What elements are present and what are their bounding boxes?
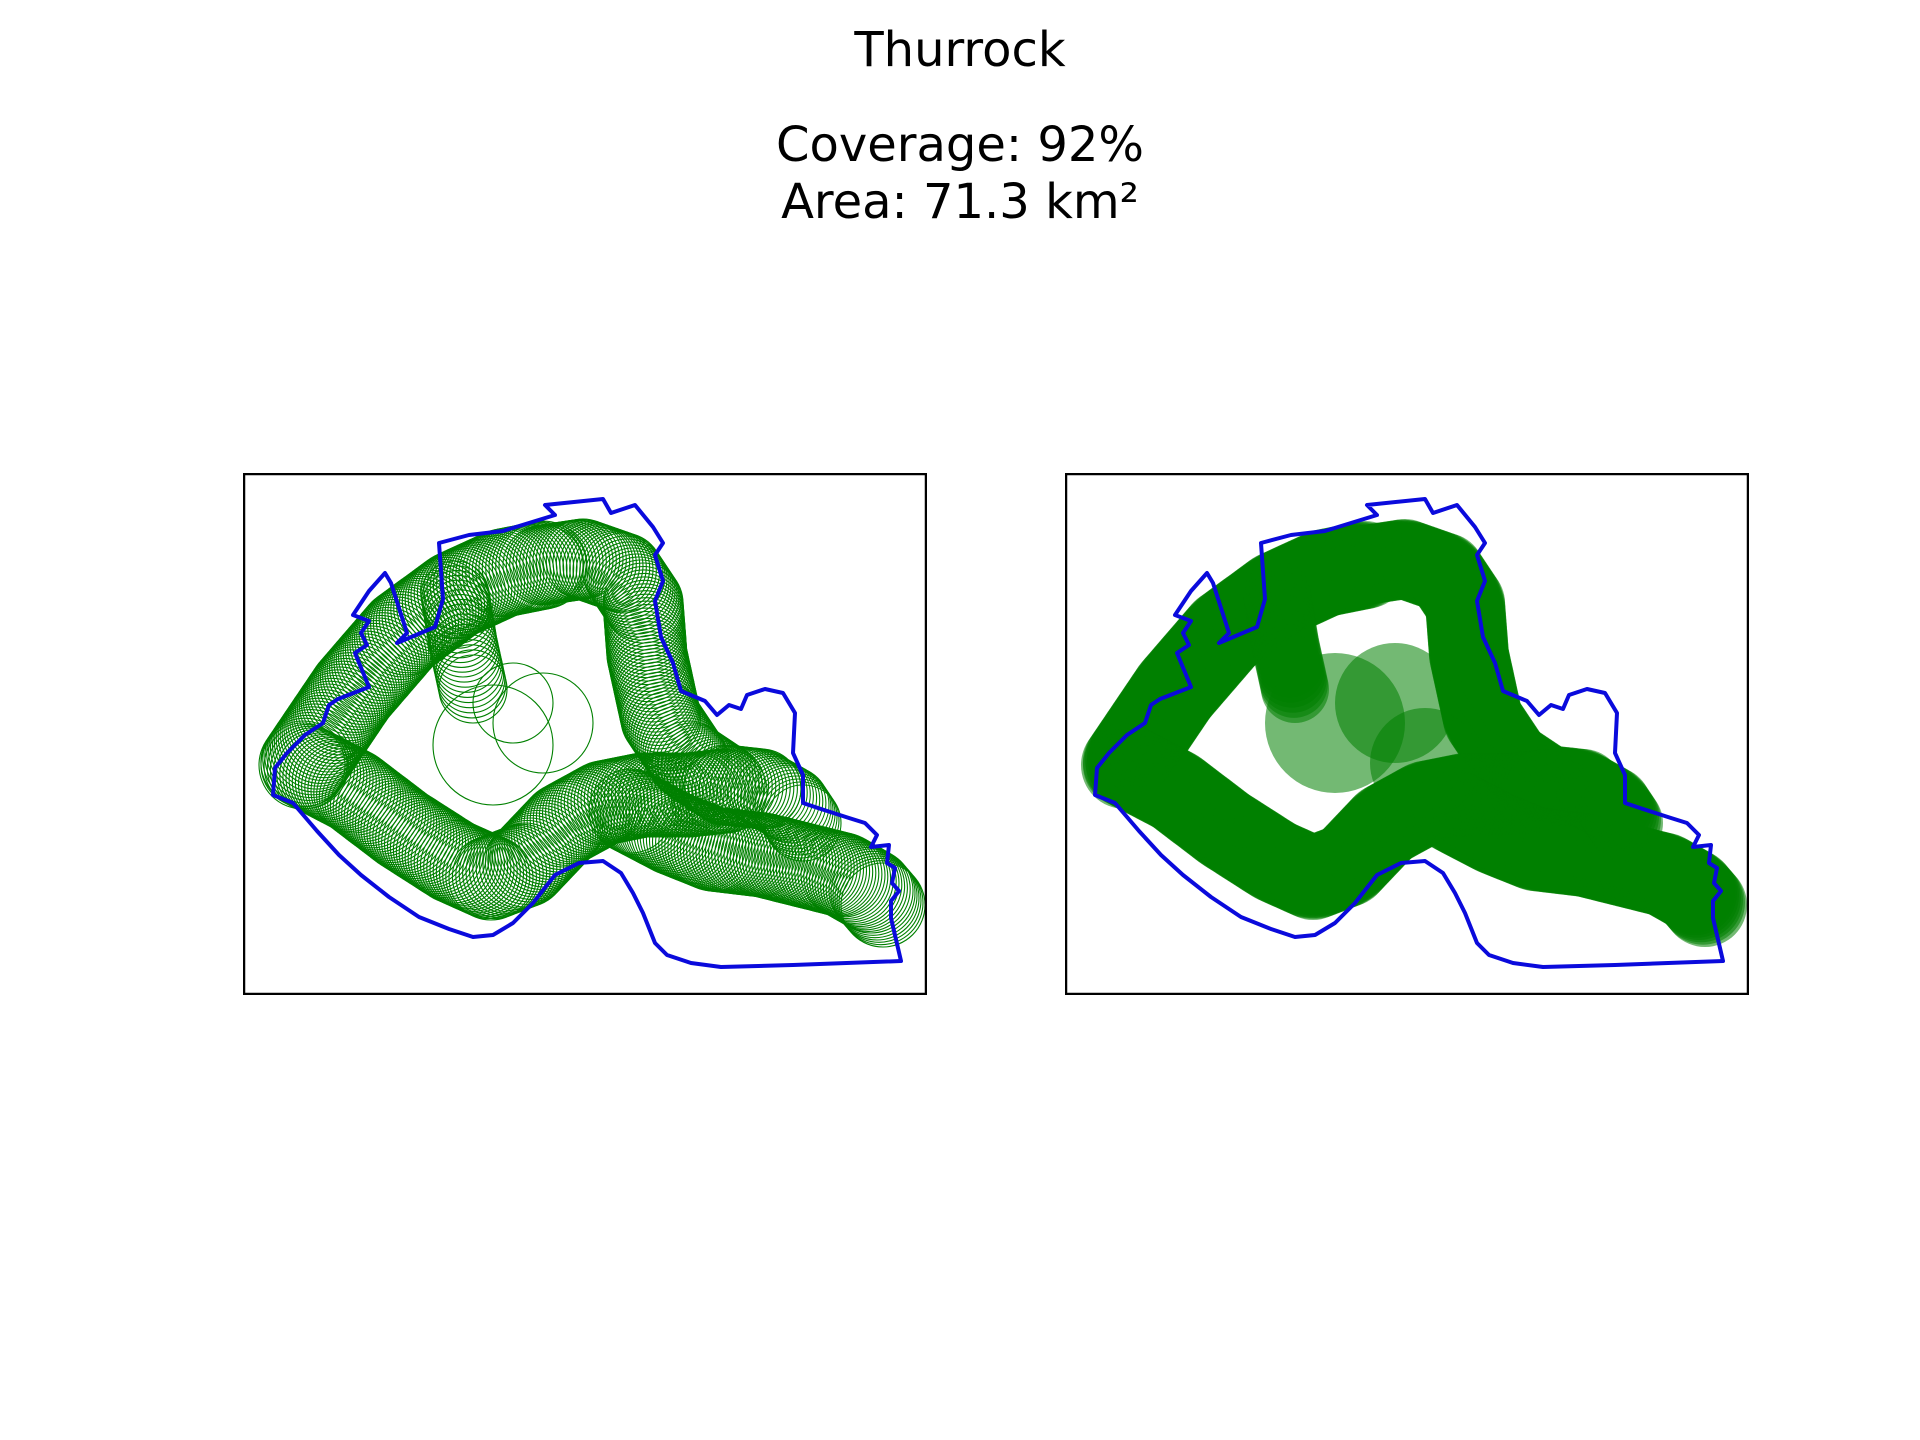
coverage-circle <box>319 633 409 723</box>
coverage-circle <box>307 746 393 832</box>
coverage-circle <box>548 767 634 853</box>
coverage-circle <box>730 754 808 832</box>
coverage-circle <box>294 740 380 826</box>
coverage-circle <box>830 850 916 936</box>
coverage-circle <box>825 846 911 932</box>
coverage-circle <box>586 538 668 620</box>
coverage-circle <box>436 644 506 714</box>
coverage-circle <box>384 569 474 659</box>
coverage-circle <box>752 766 830 844</box>
coverage-circle <box>304 652 394 742</box>
coverage-circle <box>435 829 521 915</box>
coverage-circle <box>806 835 892 921</box>
coverage-circle <box>834 855 920 941</box>
coverage-circle <box>372 577 462 667</box>
outline-map-svg <box>243 473 927 995</box>
coverage-circle <box>582 532 664 614</box>
coverage-circle <box>297 741 384 828</box>
coverage-fill <box>1081 519 1747 947</box>
coverage-circle <box>803 834 889 920</box>
coverage-circle <box>416 547 506 637</box>
coverage-circle <box>432 684 554 806</box>
coverage-circle <box>822 845 908 931</box>
coverage-circle <box>318 754 404 840</box>
coverage-circle <box>749 764 827 842</box>
coverage-circle <box>335 614 425 704</box>
coverage-circle <box>378 797 464 883</box>
coverage-circle <box>760 778 838 856</box>
coverage-circle <box>630 693 712 775</box>
filled-map-svg <box>1065 473 1749 995</box>
coverage-circle <box>838 860 924 946</box>
map-panel-outline <box>243 473 927 995</box>
coverage-circle <box>820 843 906 929</box>
coverage-circle <box>811 838 897 924</box>
coverage-circle <box>814 840 900 926</box>
coverage-circle <box>1663 863 1747 947</box>
coverage-circle <box>817 842 903 928</box>
axes-frame <box>1065 473 1749 995</box>
figure-title: Thurrock <box>854 22 1066 78</box>
coverage-circle <box>404 814 490 900</box>
coverage-circle <box>327 761 413 847</box>
coverage-circle <box>552 521 634 604</box>
coverage-circle <box>313 750 399 836</box>
coverage-circle <box>491 812 578 898</box>
coverage-circle <box>381 799 467 885</box>
coverage-circle <box>590 544 672 626</box>
coverage-circle <box>542 518 624 600</box>
coverage-circle <box>329 763 415 849</box>
coverage-circle <box>492 672 594 774</box>
coverage-circle <box>836 857 922 943</box>
coverage-circle <box>324 759 410 845</box>
area-label: Area: 71.3 km² <box>781 174 1139 230</box>
boundary-outline <box>271 497 903 969</box>
coverage-circle <box>321 756 407 842</box>
coverage-circle <box>437 649 507 719</box>
coverage-circle <box>736 757 814 835</box>
coverage-circle <box>743 761 821 839</box>
coverage-circle <box>306 649 396 739</box>
coverage-circle <box>310 748 396 834</box>
coverage-circle <box>1587 785 1663 861</box>
boundary-outline <box>1093 497 1725 969</box>
coverage-circle <box>754 769 832 847</box>
coverage-circle <box>1370 708 1480 818</box>
coverage-circle <box>468 827 554 913</box>
coverage-circle <box>472 662 554 744</box>
coverage-circle <box>479 823 565 909</box>
coverage-circle <box>572 528 654 611</box>
coverage-circle <box>733 755 811 833</box>
coverage-circle <box>618 671 701 753</box>
coverage-circle <box>381 571 471 661</box>
coverage-circle <box>432 828 518 914</box>
coverage-circle <box>489 814 575 901</box>
coverage-circle <box>279 732 365 818</box>
coverage-circle <box>828 848 914 934</box>
coverage-circle <box>740 759 818 837</box>
coverage-circle <box>277 691 367 782</box>
coverage-circle <box>608 778 694 864</box>
map-panel-filled <box>1065 473 1749 995</box>
coverage-circle <box>349 598 439 689</box>
coverage-circles <box>258 518 926 948</box>
coverage-circle <box>393 563 483 653</box>
coverage-circle <box>419 822 506 908</box>
axes-frame <box>243 473 927 995</box>
coverage-circle <box>395 809 481 895</box>
coverage-label: Coverage: 92% <box>775 117 1145 173</box>
coverage-circle <box>316 752 402 838</box>
coverage-circle <box>326 625 416 715</box>
coverage-circle <box>746 762 824 840</box>
coverage-circle <box>832 853 918 939</box>
